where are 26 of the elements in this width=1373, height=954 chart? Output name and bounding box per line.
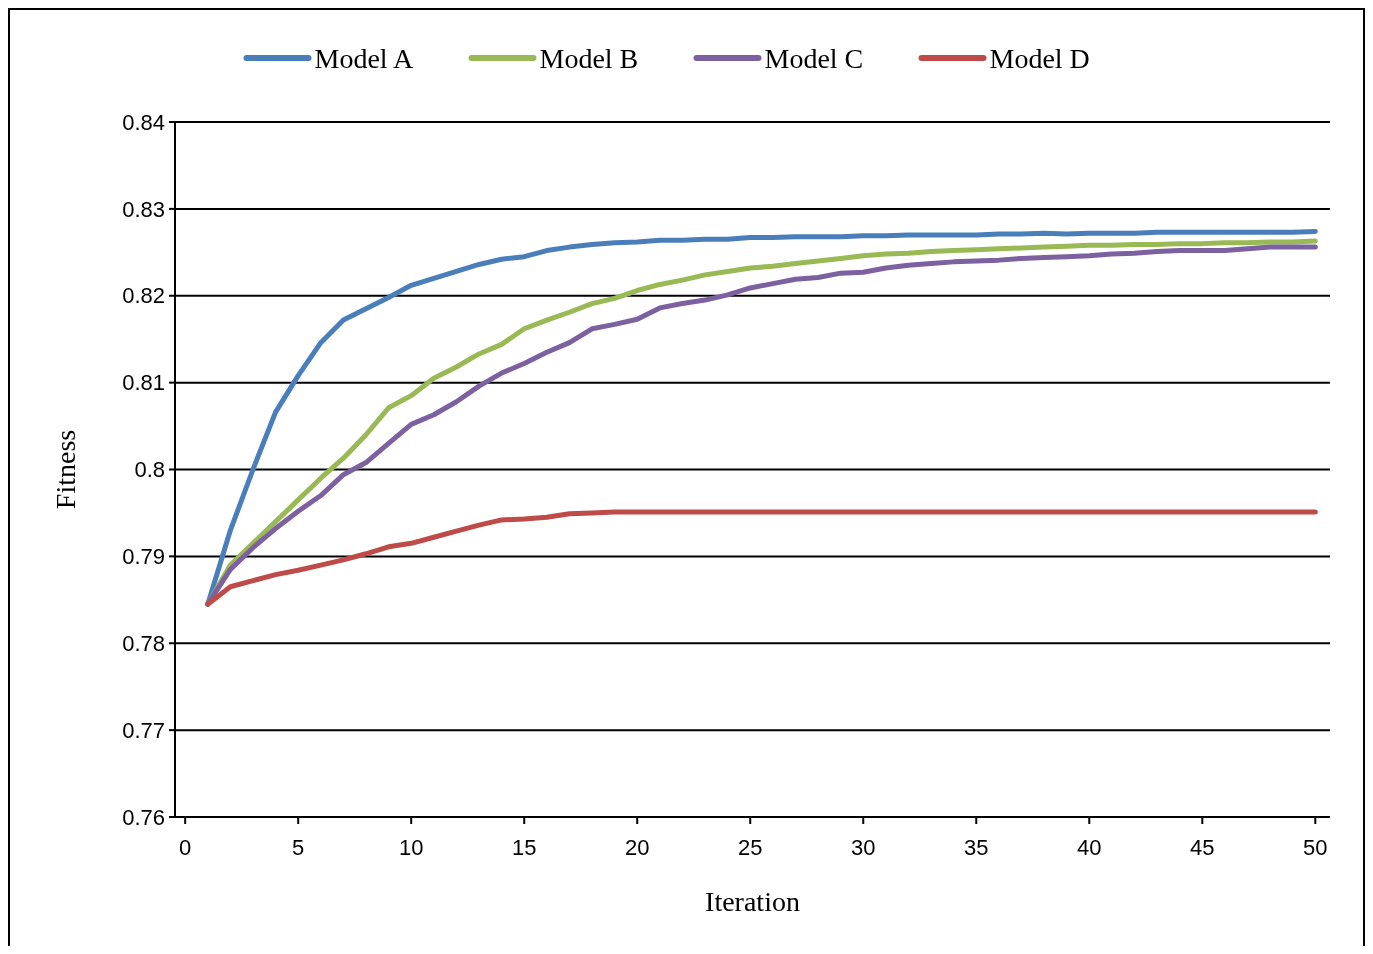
x-tick-label: 0 — [179, 835, 192, 860]
y-tick-label: 0.83 — [122, 196, 165, 222]
legend-label: Model D — [989, 42, 1090, 74]
x-tick-label: 45 — [1190, 835, 1215, 860]
y-tick-label: 0.82 — [122, 283, 165, 309]
x-tick-label: 5 — [292, 835, 305, 860]
x-tick-label: 20 — [624, 835, 650, 860]
y-tick-label: 0.77 — [122, 717, 165, 743]
legend-label: Model A — [314, 42, 415, 74]
x-tick-label: 40 — [1077, 835, 1102, 860]
y-tick-label: 0.79 — [122, 544, 165, 570]
x-tick-label: 15 — [511, 835, 537, 860]
x-tick-label: 25 — [738, 835, 763, 860]
x-tick-label: 50 — [1303, 835, 1328, 860]
x-tick-label: 35 — [964, 835, 989, 860]
y-axis-title: Fitness — [50, 429, 81, 510]
legend-label: Model C — [764, 42, 864, 74]
x-tick-label: 10 — [398, 835, 424, 860]
x-tick-label: 30 — [851, 835, 876, 860]
y-tick-label: 0.76 — [122, 804, 165, 830]
x-axis-title: Iteration — [705, 886, 800, 917]
y-tick-label: 0.84 — [122, 109, 165, 135]
y-tick-label: 0.78 — [122, 630, 165, 656]
legend-label: Model B — [539, 42, 639, 74]
y-tick-label: 0.8 — [134, 457, 165, 483]
y-tick-label: 0.81 — [122, 370, 165, 396]
